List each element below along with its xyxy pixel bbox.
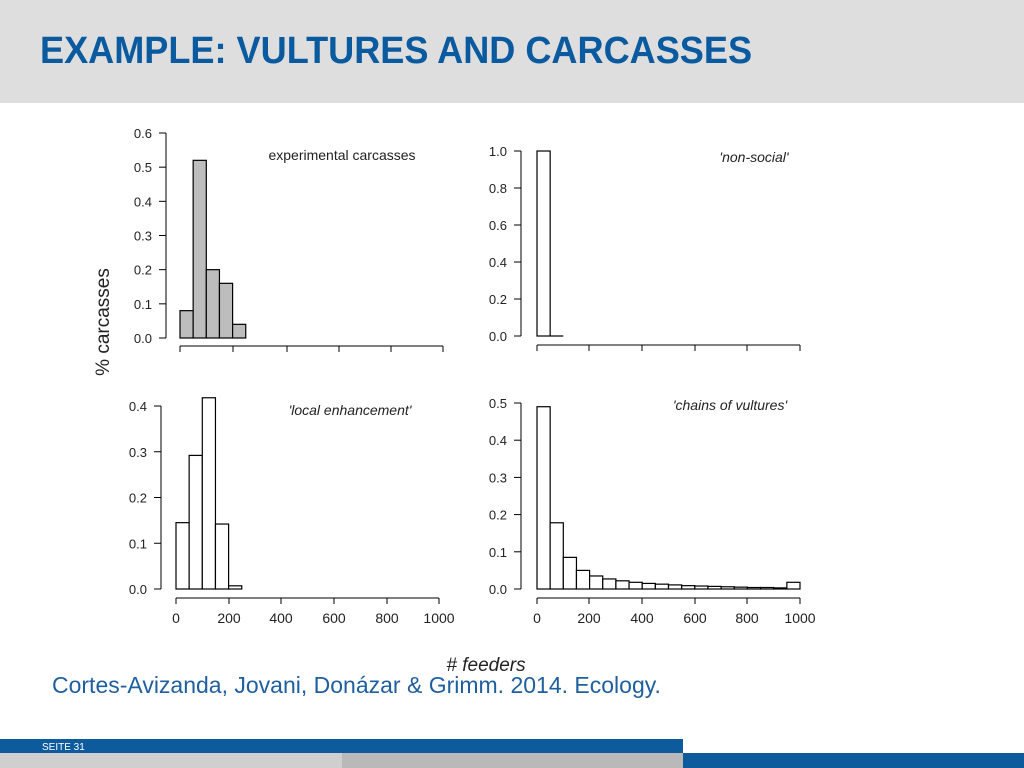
histogram-bar [615,580,630,590]
histogram-bar [786,581,801,590]
x-tick-label: 200 [217,610,241,626]
histogram-bar [192,159,207,339]
y-tick-label: 0.0 [129,582,147,597]
y-tick-label: 0.5 [489,396,507,411]
histogram-bar [575,569,591,590]
histogram-bar [746,586,762,590]
histogram-bar [218,282,234,339]
x-tick-label: 600 [683,610,707,626]
histogram-bar [733,586,748,590]
y-tick-label: 0.2 [489,292,507,307]
footer-bar-right [683,753,1024,768]
histogram-bar [720,586,735,590]
histogram-bar [641,582,656,590]
y-axis-title: % carcasses [93,268,114,376]
slide-header: EXAMPLE: VULTURES AND CARCASSES [0,0,1024,103]
footer-bar [0,739,683,753]
footer-page-label: SEITE 31 [42,742,85,753]
y-tick-label: 0.2 [134,263,152,278]
histogram-bar [588,575,604,590]
histogram-bar [201,397,217,590]
histogram-bar [228,585,243,590]
x-tick-label: 400 [269,610,293,626]
x-tick-label: 800 [375,610,399,626]
y-tick-label: 0.8 [489,181,507,196]
x-axis-title: # feeders [446,655,526,676]
y-tick-label: 0.0 [134,331,152,346]
x-tick-label: 1000 [423,610,454,626]
histogram-bar [536,406,551,590]
y-tick-label: 0.4 [129,399,147,414]
y-tick-label: 0.1 [129,536,147,551]
panel-title: experimental carcasses [268,147,415,163]
x-tick-label: 200 [577,610,601,626]
y-tick-label: 0.4 [489,255,507,270]
histogram-bar [549,522,564,590]
y-tick-label: 0.1 [489,545,507,560]
histogram-bar [628,581,643,590]
y-tick-label: 0.6 [489,218,507,233]
histogram-bar [654,583,670,590]
histogram-bar [667,584,683,590]
x-tick-label: 600 [322,610,346,626]
x-tick-label: 400 [630,610,654,626]
x-tick-label: 0 [533,610,541,626]
histogram-bar [214,523,230,590]
y-tick-label: 1.0 [489,144,507,159]
y-tick-label: 0.5 [134,160,152,175]
y-tick-label: 0.0 [489,582,507,597]
x-tick-label: 0 [172,610,180,626]
y-tick-label: 0.3 [134,229,152,244]
y-tick-label: 0.3 [129,445,147,460]
histogram-bar [773,587,788,590]
y-tick-label: 0.3 [489,470,507,485]
y-tick-label: 0.6 [134,126,152,141]
citation: Cortes-Avizanda, Jovani, Donázar & Grimm… [52,672,661,698]
histogram-bar [602,578,617,590]
histogram-bar [232,323,247,339]
y-tick-label: 0.4 [489,433,507,448]
panel-title: 'local enhancement' [289,402,413,418]
x-tick-label: 800 [735,610,759,626]
histogram-bar [188,454,203,590]
y-tick-label: 0.0 [489,329,507,344]
panel-title: 'chains of vultures' [673,397,789,413]
histogram-bar [694,585,709,590]
y-tick-label: 0.2 [129,491,147,506]
panel-title: 'non-social' [719,149,789,165]
histogram-bar [681,585,696,590]
histogram-bar [562,556,578,590]
histogram-bar [205,269,221,339]
histogram-bar [536,150,551,337]
x-tick-label: 1000 [784,610,815,626]
histogram-bar [707,585,722,590]
histogram-bar [179,310,194,339]
y-tick-label: 0.4 [134,194,152,209]
y-tick-label: 0.1 [134,297,152,312]
y-tick-label: 0.2 [489,508,507,523]
footer-gray-band-2 [342,753,683,768]
histogram-bar [759,586,775,590]
slide-title: EXAMPLE: VULTURES AND CARCASSES [40,30,753,72]
histogram-bar [175,522,190,590]
